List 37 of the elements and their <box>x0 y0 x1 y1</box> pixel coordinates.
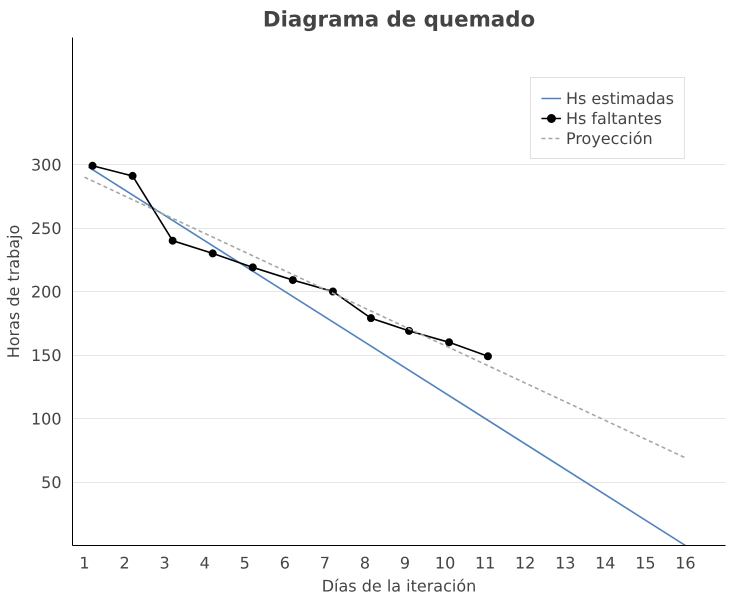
x-tick-label: 11 <box>474 554 496 572</box>
x-tick-label: 6 <box>280 554 290 572</box>
y-tick-label: 250 <box>30 219 62 238</box>
x-tick-label: 8 <box>360 554 370 572</box>
point <box>366 314 375 322</box>
point <box>248 263 257 272</box>
point <box>445 338 454 346</box>
y-tick-label: 150 <box>30 346 62 365</box>
point <box>88 162 97 170</box>
x-tick-label: 14 <box>595 554 616 572</box>
y-tick-label: 100 <box>30 410 62 428</box>
x-tick-label: 3 <box>160 554 170 572</box>
x-tick-label: 5 <box>240 554 250 572</box>
x-tick-label: 15 <box>635 554 656 572</box>
x-tick-label: 13 <box>555 554 576 572</box>
y-axis-title: Horas de trabajo <box>4 224 23 358</box>
x-tick-label: 1 <box>79 554 90 572</box>
x-axis-title: Días de la iteración <box>322 576 476 596</box>
x-tick-label: 7 <box>320 554 330 572</box>
x-tick-label: 9 <box>400 554 410 572</box>
x-tick-label: 12 <box>515 554 536 572</box>
legend-label: Hs faltantes <box>566 108 662 128</box>
legend-label: Proyección <box>566 128 653 148</box>
y-tick-label: 200 <box>30 282 62 302</box>
y-tick-label: 50 <box>41 473 62 492</box>
x-tick-label: 16 <box>675 554 696 572</box>
point <box>484 352 492 360</box>
x-tick-label: 2 <box>119 554 130 572</box>
x-tick-label: 4 <box>200 554 210 572</box>
x-tick-label: 10 <box>434 554 456 572</box>
legend-label: Hs estimadas <box>566 88 674 108</box>
point <box>168 236 177 245</box>
point <box>288 276 297 284</box>
point <box>128 172 137 180</box>
chart-title: Diagrama de quemado <box>262 8 536 32</box>
point <box>208 249 217 258</box>
y-tick-label: 300 <box>30 156 62 174</box>
